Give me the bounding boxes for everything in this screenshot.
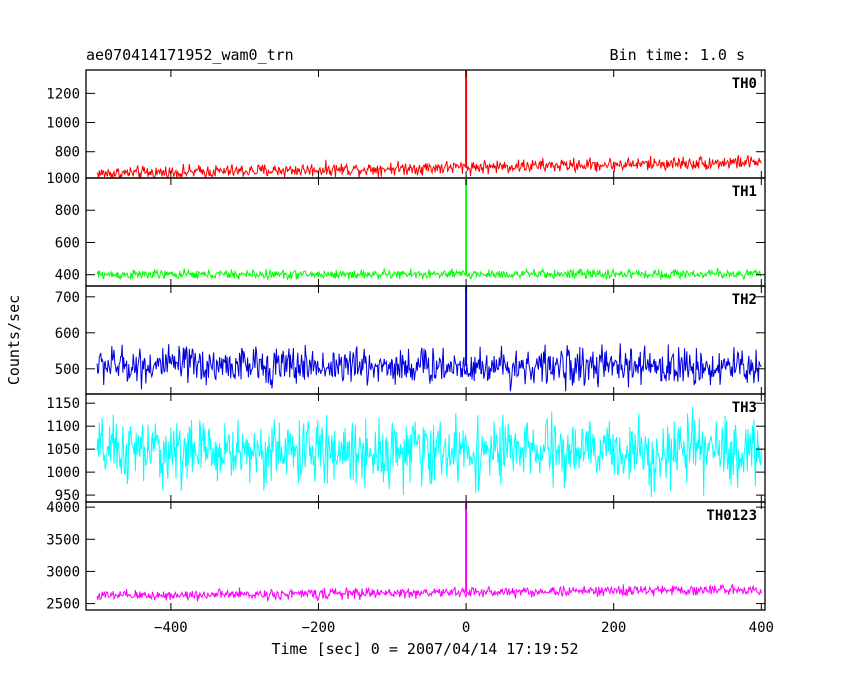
panel-th0123: 2500 3000 3500 4000 TH0123: [46, 500, 766, 613]
panel-frame: [85, 69, 766, 179]
y-tick-label: 2500: [46, 597, 80, 613]
panels-group: 800 1000 1200 TH0 400 600 800 1000 TH1 500 600 700 T…: [46, 69, 766, 613]
y-tick-label: 4000: [46, 500, 80, 516]
x-tick-label: 400: [749, 620, 774, 636]
series-line-th2: [96, 343, 762, 392]
series-line-th0123: [96, 583, 762, 603]
series-line-th0: [96, 155, 762, 179]
panel-label: TH2: [732, 292, 757, 308]
y-tick-label: 600: [55, 326, 80, 342]
y-tick-label: 1050: [46, 442, 80, 458]
series-line-th1: [96, 267, 762, 281]
bin-time-label: Bin time: 1.0 s: [610, 46, 745, 64]
y-tick-label: 700: [55, 290, 80, 306]
y-tick-label: 1000: [46, 116, 80, 132]
y-tick-label: 1200: [46, 86, 80, 102]
panel-th3: 950 1000 1050 1100 1150 TH3: [46, 393, 766, 504]
x-axis: −400 −200 0 200 400: [154, 620, 774, 636]
panel-th0: 800 1000 1200 TH0: [46, 69, 766, 179]
y-tick-label: 950: [55, 488, 80, 504]
y-tick-label: 1000: [46, 171, 80, 187]
panel-frame: [85, 501, 766, 611]
panel-label: TH0: [732, 76, 757, 92]
x-tick-label: −400: [154, 620, 188, 636]
y-tick-label: 800: [55, 203, 80, 219]
chart-title: ae070414171952_wam0_trn: [86, 46, 294, 64]
panel-label: TH3: [732, 400, 757, 416]
y-tick-label: 3500: [46, 532, 80, 548]
y-tick-label: 1100: [46, 419, 80, 435]
y-tick-label: 500: [55, 362, 80, 378]
x-tick-label: 0: [462, 620, 470, 636]
y-tick-label: 800: [55, 145, 80, 161]
x-tick-label: 200: [601, 620, 626, 636]
y-tick-label: 3000: [46, 564, 80, 580]
panel-label: TH0123: [706, 508, 757, 524]
series-line-th3: [96, 406, 762, 498]
y-tick-label: 400: [55, 268, 80, 284]
panel-th1: 400 600 800 1000 TH1: [46, 171, 766, 287]
x-axis-label: Time [sec] 0 = 2007/04/14 17:19:52: [271, 640, 578, 658]
x-tick-label: −200: [302, 620, 336, 636]
panel-frame: [85, 177, 766, 287]
panel-label: TH1: [732, 184, 757, 200]
y-tick-label: 600: [55, 235, 80, 251]
y-axis-label: Counts/sec: [5, 295, 23, 385]
y-tick-label: 1000: [46, 465, 80, 481]
y-tick-label: 1150: [46, 396, 80, 412]
panel-th2: 500 600 700 TH2: [55, 285, 766, 395]
